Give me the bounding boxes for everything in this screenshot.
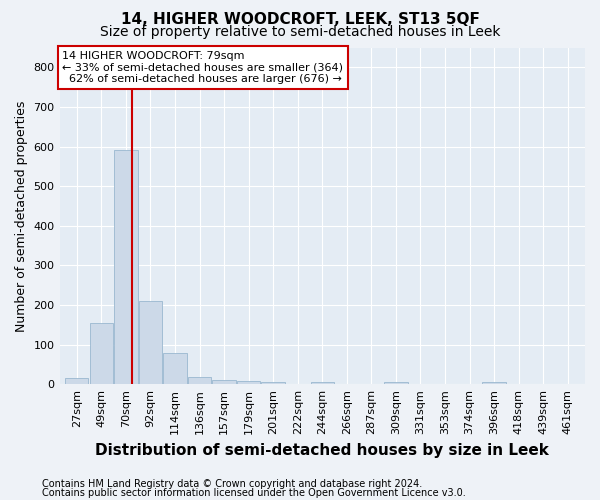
Text: 14, HIGHER WOODCROFT, LEEK, ST13 5QF: 14, HIGHER WOODCROFT, LEEK, ST13 5QF (121, 12, 479, 28)
Bar (65, 378, 88, 384)
Bar (139, 301, 162, 384)
Bar (114, 150, 137, 384)
Bar (163, 354, 187, 384)
Text: Contains HM Land Registry data © Crown copyright and database right 2024.: Contains HM Land Registry data © Crown c… (42, 479, 422, 489)
Bar (384, 382, 407, 384)
Bar (237, 381, 260, 384)
Bar (482, 382, 506, 384)
Y-axis label: Number of semi-detached properties: Number of semi-detached properties (15, 100, 28, 332)
Bar (188, 377, 211, 384)
Bar (89, 323, 113, 384)
X-axis label: Distribution of semi-detached houses by size in Leek: Distribution of semi-detached houses by … (95, 442, 549, 458)
Bar (311, 382, 334, 384)
Bar (212, 380, 236, 384)
Text: Contains public sector information licensed under the Open Government Licence v3: Contains public sector information licen… (42, 488, 466, 498)
Text: 14 HIGHER WOODCROFT: 79sqm
← 33% of semi-detached houses are smaller (364)
  62%: 14 HIGHER WOODCROFT: 79sqm ← 33% of semi… (62, 51, 343, 84)
Bar (262, 382, 285, 384)
Text: Size of property relative to semi-detached houses in Leek: Size of property relative to semi-detach… (100, 25, 500, 39)
